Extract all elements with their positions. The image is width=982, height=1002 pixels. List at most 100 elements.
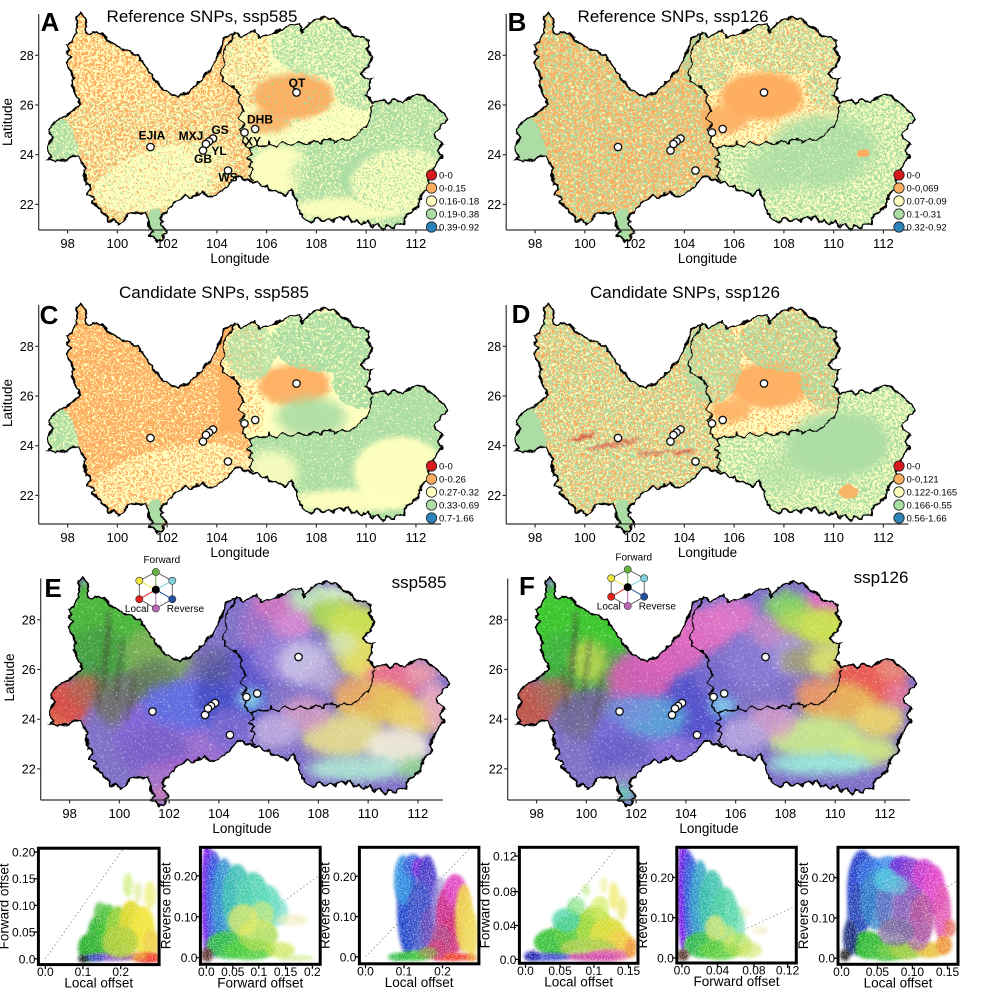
svg-text:Reverse offset: Reverse offset xyxy=(317,862,332,949)
svg-text:24: 24 xyxy=(22,713,36,727)
svg-text:112: 112 xyxy=(873,530,894,545)
svg-text:104: 104 xyxy=(208,806,230,821)
svg-text:0.10: 0.10 xyxy=(901,965,925,979)
svg-text:108: 108 xyxy=(773,530,795,545)
svg-text:Local: Local xyxy=(125,604,149,615)
svg-text:Longitude: Longitude xyxy=(679,821,738,836)
svg-text:0-0: 0-0 xyxy=(439,171,453,182)
svg-text:0.10: 0.10 xyxy=(333,910,357,924)
svg-text:Local: Local xyxy=(597,602,621,613)
svg-text:Forward offset: Forward offset xyxy=(217,975,303,990)
svg-text:24: 24 xyxy=(487,148,501,162)
svg-text:26: 26 xyxy=(22,663,36,677)
svg-text:98: 98 xyxy=(528,236,542,251)
svg-text:28: 28 xyxy=(20,49,34,63)
svg-text:Reverse: Reverse xyxy=(167,604,205,615)
svg-text:0.0: 0.0 xyxy=(833,965,850,979)
svg-text:0.15: 0.15 xyxy=(12,872,36,886)
svg-text:Forward offset: Forward offset xyxy=(694,974,780,989)
svg-text:Longitude: Longitude xyxy=(212,821,271,836)
svg-text:Local offset: Local offset xyxy=(64,976,133,991)
svg-text:Longitude: Longitude xyxy=(678,251,737,266)
svg-text:0.20: 0.20 xyxy=(812,871,836,885)
svg-text:ssp126: ssp126 xyxy=(854,568,909,587)
svg-text:104: 104 xyxy=(674,530,696,545)
svg-text:106: 106 xyxy=(258,806,280,821)
svg-text:0.2: 0.2 xyxy=(112,965,129,979)
svg-text:Reverse offset: Reverse offset xyxy=(158,862,173,949)
svg-text:98: 98 xyxy=(62,806,76,821)
svg-text:28: 28 xyxy=(487,340,501,354)
svg-text:22: 22 xyxy=(489,762,503,776)
svg-text:0-0,121: 0-0,121 xyxy=(907,475,939,486)
svg-text:28: 28 xyxy=(489,613,503,627)
svg-text:Latitude: Latitude xyxy=(0,379,15,427)
svg-text:0.15: 0.15 xyxy=(274,965,298,979)
svg-text:0.12: 0.12 xyxy=(493,850,517,864)
svg-text:C: C xyxy=(40,300,59,330)
svg-text:0.122-0.165: 0.122-0.165 xyxy=(907,488,958,499)
svg-text:22: 22 xyxy=(487,198,501,212)
svg-text:0.0: 0.0 xyxy=(674,964,691,978)
svg-text:98: 98 xyxy=(60,530,74,545)
svg-text:0.33-0.69: 0.33-0.69 xyxy=(439,501,479,512)
svg-text:26: 26 xyxy=(487,99,501,113)
svg-text:28: 28 xyxy=(487,49,501,63)
svg-text:0.2: 0.2 xyxy=(304,965,321,979)
svg-text:0.0: 0.0 xyxy=(500,953,517,967)
svg-text:0.0: 0.0 xyxy=(340,950,357,964)
svg-text:WS: WS xyxy=(218,171,237,185)
svg-text:102: 102 xyxy=(625,806,647,821)
svg-text:108: 108 xyxy=(308,806,330,821)
svg-text:28: 28 xyxy=(22,613,36,627)
svg-text:0.1: 0.1 xyxy=(586,964,603,978)
svg-text:26: 26 xyxy=(489,663,503,677)
svg-text:0.05: 0.05 xyxy=(866,965,890,979)
svg-text:D: D xyxy=(512,299,531,329)
svg-text:0.08: 0.08 xyxy=(742,964,766,978)
svg-text:104: 104 xyxy=(206,530,228,545)
svg-text:102: 102 xyxy=(624,530,646,545)
svg-text:112: 112 xyxy=(408,806,429,821)
svg-text:0-0.26: 0-0.26 xyxy=(439,475,466,486)
svg-text:110: 110 xyxy=(825,806,846,821)
svg-text:0.05: 0.05 xyxy=(548,964,572,978)
svg-text:EJIA: EJIA xyxy=(139,129,166,143)
svg-text:110: 110 xyxy=(358,806,379,821)
svg-text:110: 110 xyxy=(823,530,844,545)
svg-text:106: 106 xyxy=(256,530,278,545)
svg-text:0.27-0.32: 0.27-0.32 xyxy=(439,488,479,499)
svg-text:100: 100 xyxy=(107,530,129,545)
svg-text:Forward offset: Forward offset xyxy=(0,863,11,949)
svg-text:24: 24 xyxy=(20,148,34,162)
svg-text:100: 100 xyxy=(574,530,596,545)
svg-text:24: 24 xyxy=(489,713,503,727)
svg-text:Reference SNPs, ssp126: Reference SNPs, ssp126 xyxy=(578,7,769,26)
svg-text:112: 112 xyxy=(873,236,894,251)
svg-text:GB: GB xyxy=(194,152,212,166)
svg-text:Longitude: Longitude xyxy=(678,545,737,560)
svg-text:0.15: 0.15 xyxy=(936,965,960,979)
svg-text:100: 100 xyxy=(574,236,596,251)
svg-text:22: 22 xyxy=(22,762,36,776)
svg-text:0.20: 0.20 xyxy=(333,870,357,884)
svg-text:108: 108 xyxy=(306,236,328,251)
svg-text:Forward: Forward xyxy=(615,553,652,564)
svg-text:A: A xyxy=(41,7,60,37)
svg-text:106: 106 xyxy=(725,806,747,821)
svg-text:Reverse offset: Reverse offset xyxy=(796,862,811,949)
svg-text:102: 102 xyxy=(156,236,178,251)
svg-text:MXJ: MXJ xyxy=(179,129,204,143)
svg-text:28: 28 xyxy=(20,340,34,354)
svg-text:0.05: 0.05 xyxy=(12,926,36,940)
svg-text:100: 100 xyxy=(107,236,129,251)
svg-text:0.2: 0.2 xyxy=(434,964,451,978)
svg-text:0.0: 0.0 xyxy=(818,952,835,966)
svg-text:104: 104 xyxy=(674,236,696,251)
svg-text:110: 110 xyxy=(356,530,377,545)
svg-text:DHB: DHB xyxy=(247,113,273,127)
svg-text:GS: GS xyxy=(211,123,228,137)
svg-text:106: 106 xyxy=(723,236,745,251)
svg-text:112: 112 xyxy=(406,530,427,545)
svg-text:26: 26 xyxy=(20,99,34,113)
